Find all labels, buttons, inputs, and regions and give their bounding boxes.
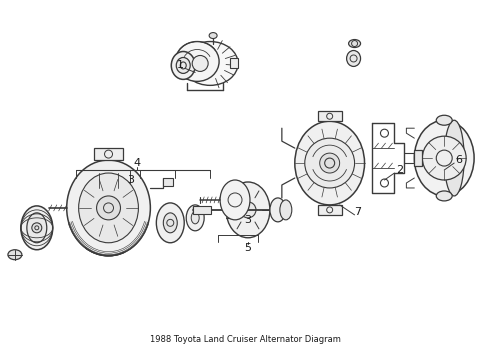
Bar <box>415 150 422 166</box>
Ellipse shape <box>156 203 184 243</box>
Ellipse shape <box>209 32 217 39</box>
Ellipse shape <box>172 51 195 80</box>
Ellipse shape <box>8 250 22 260</box>
Circle shape <box>97 196 121 220</box>
Ellipse shape <box>191 212 199 224</box>
Circle shape <box>32 223 42 233</box>
Text: 2: 2 <box>396 165 403 175</box>
Text: 4: 4 <box>134 158 141 168</box>
Text: 3: 3 <box>245 215 251 225</box>
Ellipse shape <box>226 182 270 238</box>
Text: 1988 Toyota Land Cruiser Alternator Diagram: 1988 Toyota Land Cruiser Alternator Diag… <box>149 335 341 344</box>
Text: 7: 7 <box>354 207 361 217</box>
Ellipse shape <box>415 120 474 196</box>
Ellipse shape <box>67 160 150 256</box>
Circle shape <box>422 136 466 180</box>
Bar <box>230 58 238 68</box>
Ellipse shape <box>27 213 47 243</box>
Ellipse shape <box>182 41 238 85</box>
Text: 1: 1 <box>177 60 184 71</box>
Ellipse shape <box>220 180 250 220</box>
Bar <box>318 111 342 121</box>
Circle shape <box>305 138 355 188</box>
Ellipse shape <box>348 40 361 48</box>
Ellipse shape <box>175 41 219 81</box>
Bar <box>193 206 211 214</box>
Text: 6: 6 <box>456 155 463 165</box>
Bar <box>163 178 173 186</box>
Circle shape <box>240 202 256 218</box>
Ellipse shape <box>163 213 177 233</box>
Ellipse shape <box>280 200 292 220</box>
Ellipse shape <box>346 50 361 67</box>
Ellipse shape <box>436 115 452 125</box>
Ellipse shape <box>21 206 53 250</box>
Ellipse shape <box>176 58 190 73</box>
Text: 5: 5 <box>245 243 251 253</box>
Ellipse shape <box>436 191 452 201</box>
Bar <box>318 205 342 215</box>
Ellipse shape <box>186 205 204 231</box>
Ellipse shape <box>78 173 138 243</box>
Circle shape <box>192 55 208 71</box>
Bar <box>94 148 123 160</box>
Ellipse shape <box>270 198 286 222</box>
Text: 3: 3 <box>127 175 134 185</box>
Ellipse shape <box>295 121 365 205</box>
Ellipse shape <box>444 120 464 196</box>
Circle shape <box>319 153 340 173</box>
